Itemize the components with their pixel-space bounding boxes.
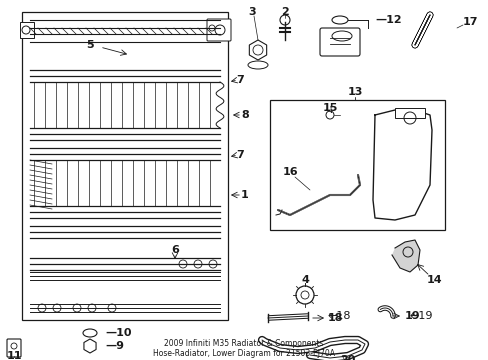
Text: 3: 3 (248, 7, 255, 17)
Text: —12: —12 (374, 15, 401, 25)
Text: 8: 8 (241, 110, 248, 120)
Text: 18: 18 (326, 313, 342, 323)
Text: 13: 13 (346, 87, 362, 97)
Text: 4: 4 (301, 275, 308, 285)
Text: 5: 5 (86, 40, 94, 50)
Text: —9: —9 (105, 341, 124, 351)
Bar (394, 108, 424, 118)
Text: —10: —10 (105, 328, 131, 338)
Bar (22, 12, 227, 320)
Text: 2009 Infiniti M35 Radiator & Components
Hose-Radiator, Lower Diagram for 21503-E: 2009 Infiniti M35 Radiator & Components … (153, 339, 334, 358)
FancyBboxPatch shape (7, 339, 21, 357)
Text: ←18: ←18 (327, 311, 351, 321)
FancyBboxPatch shape (319, 28, 359, 56)
Text: 7: 7 (236, 75, 244, 85)
Text: 20: 20 (340, 355, 355, 360)
Text: 17: 17 (461, 17, 477, 27)
Text: 19: 19 (404, 311, 419, 321)
FancyBboxPatch shape (206, 19, 230, 41)
Text: 2: 2 (281, 7, 288, 17)
Polygon shape (391, 240, 419, 272)
Bar (20, 22, 34, 38)
Text: 11: 11 (6, 351, 21, 360)
Text: 15: 15 (322, 103, 337, 113)
Text: 7: 7 (236, 150, 244, 160)
Text: ←19: ←19 (409, 311, 433, 321)
Text: 1: 1 (241, 190, 248, 200)
Text: 6: 6 (171, 245, 179, 255)
Text: 14: 14 (427, 275, 442, 285)
Bar (269, 100, 444, 230)
Text: 16: 16 (282, 167, 297, 177)
